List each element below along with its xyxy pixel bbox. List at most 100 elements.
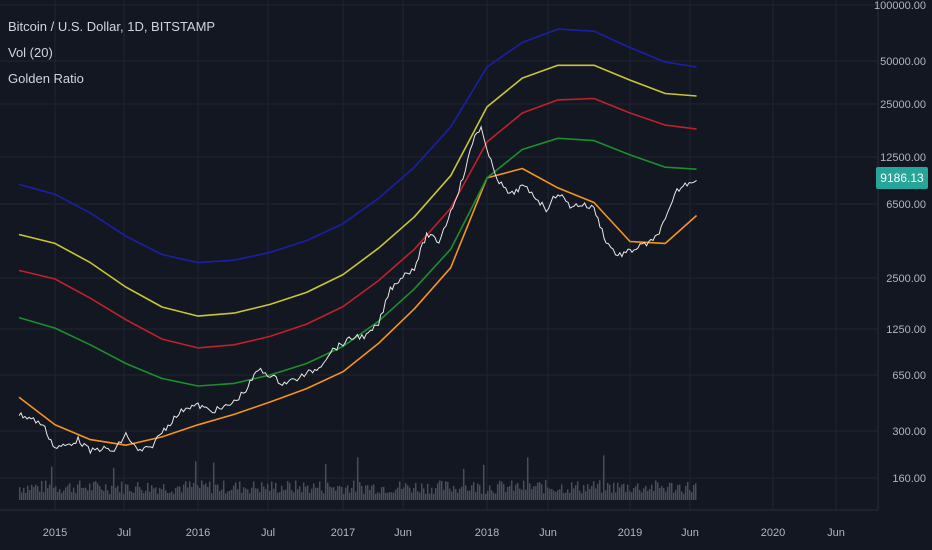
volume-bar [96, 483, 99, 500]
volume-bar [392, 492, 395, 500]
volume-bar [128, 490, 131, 500]
volume-bar [636, 483, 639, 500]
volume-bar [224, 493, 227, 500]
volume-bar [578, 490, 581, 500]
volume-bar [74, 493, 77, 500]
volume-bar [648, 489, 651, 500]
volume-bar [20, 492, 23, 500]
volume-bar [454, 489, 457, 500]
volume-bar [500, 481, 503, 500]
volume-bar [288, 482, 291, 500]
volume-bar [44, 480, 47, 500]
volume-bar [218, 491, 221, 500]
volume-bar [666, 486, 669, 500]
volume-bar [348, 492, 351, 500]
volume-bar [270, 481, 273, 500]
volume-bar [254, 488, 257, 500]
volume-bar [316, 487, 319, 500]
volume-bar [112, 467, 115, 500]
volume-bar [382, 486, 385, 500]
volume-bar [214, 484, 217, 500]
volume-bar [122, 493, 125, 500]
volume-bar [680, 491, 683, 500]
time-tick-label: 2015 [43, 527, 67, 539]
volume-bar [138, 487, 141, 500]
volume-bar [644, 485, 647, 500]
volume-bar [294, 480, 297, 500]
volume-bar [446, 481, 449, 500]
volume-bar [550, 488, 553, 500]
volume-bar [388, 491, 391, 500]
volume-bar [420, 483, 423, 500]
price-tick-label: 25000.00 [880, 99, 926, 111]
volume-bar [598, 480, 601, 500]
legend-volume[interactable]: Vol (20) [8, 45, 53, 60]
volume-bar [132, 492, 135, 500]
volume-bar [604, 490, 607, 500]
volume-bar [322, 493, 325, 500]
volume-bar [670, 482, 673, 500]
volume-bar [328, 486, 331, 500]
volume-bar [486, 490, 489, 500]
volume-bar [240, 492, 243, 500]
time-axis[interactable]: 2015 Jul 2016 Jul 2017 Jun 2018 Jun 2019 Jun 2020 J… [43, 527, 845, 539]
volume-bar [268, 490, 271, 500]
volume-bar [114, 487, 117, 500]
volume-bar [68, 483, 71, 500]
volume-bar [502, 484, 505, 500]
volume-bar [456, 492, 459, 500]
time-tick-label: Jul [117, 527, 131, 539]
volume-bar [222, 480, 225, 500]
volume-bar [210, 493, 213, 500]
volume-bar [510, 480, 513, 500]
volume-bar [474, 492, 477, 500]
volume-bar [378, 493, 381, 500]
volume-bar [82, 487, 85, 500]
volume-bar [482, 464, 485, 500]
volume-bar [440, 480, 443, 500]
volume-bar [390, 492, 393, 500]
volume-bar [160, 489, 163, 500]
legend-symbol[interactable]: Bitcoin / U.S. Dollar, 1D, BITSTAMP [8, 19, 216, 34]
grid-lines [0, 0, 878, 510]
time-tick-label: 2019 [618, 527, 642, 539]
volume-bar [556, 490, 559, 500]
volume-bar [134, 486, 137, 500]
volume-bar [622, 483, 625, 500]
volume-bar [436, 483, 439, 500]
volume-bar [616, 482, 619, 500]
price-axis[interactable]: 100000.00 50000.00 25000.00 12500.00 6500.00… [874, 0, 926, 485]
volume-bar [640, 492, 643, 500]
price-tick-label: 50000.00 [880, 56, 926, 68]
volume-bar [30, 484, 33, 500]
volume-bar [170, 491, 173, 500]
band-line-3 [18, 64, 697, 317]
price-tick-label: 1250.00 [886, 324, 926, 336]
volume-bar [426, 483, 429, 500]
volume-bar [628, 491, 631, 500]
volume-bar [100, 489, 103, 500]
volume-bar [530, 489, 533, 500]
legend-indicator[interactable]: Golden Ratio [8, 71, 84, 86]
time-tick-label: Jun [827, 527, 845, 539]
volume-bar [72, 487, 75, 500]
time-tick-label: Jun [539, 527, 557, 539]
volume-bar [260, 482, 263, 500]
volume-bar [80, 487, 83, 500]
volume-bar [536, 482, 539, 500]
volume-bar [610, 492, 613, 500]
band-line-4 [18, 28, 697, 264]
volume-bar [364, 485, 367, 500]
volume-bar [642, 488, 645, 500]
volume-bar [344, 487, 347, 500]
volume-bar [620, 484, 623, 500]
volume-bar [312, 483, 315, 500]
volume-bar [490, 490, 493, 500]
volume-bar [186, 487, 189, 500]
volume-bar [626, 484, 629, 500]
volume-bar [672, 492, 675, 500]
volume-bar [470, 485, 473, 500]
price-tick-label: 650.00 [892, 370, 926, 382]
volume-bar [428, 493, 431, 500]
